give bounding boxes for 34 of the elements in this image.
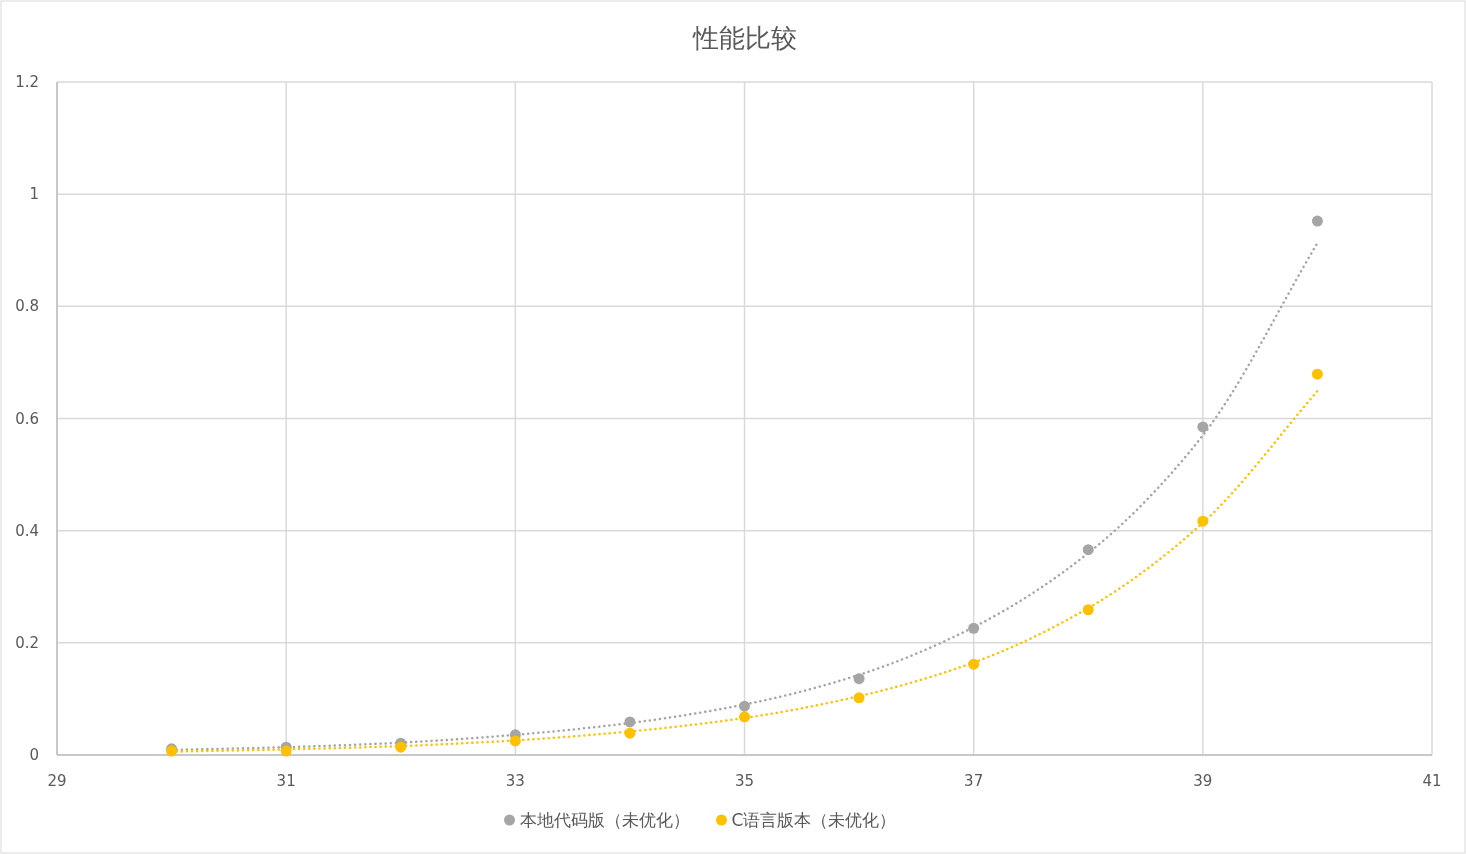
y-tick-label: 1	[29, 185, 39, 204]
point	[624, 716, 636, 728]
point	[624, 727, 636, 739]
point	[968, 658, 980, 670]
point	[853, 673, 865, 685]
x-tick-label: 35	[734, 772, 755, 790]
point	[395, 741, 407, 753]
x-tick-label: 37	[964, 772, 984, 790]
chart-title: 性能比较	[691, 23, 797, 53]
x-tick-label: 39	[1193, 772, 1213, 790]
point	[1311, 215, 1323, 227]
y-tick-label: 0.8	[15, 297, 39, 316]
point	[1197, 421, 1209, 433]
y-tick-label: 1.2	[15, 73, 39, 91]
point	[1082, 604, 1094, 616]
point	[1197, 515, 1209, 527]
point	[1082, 544, 1094, 556]
y-tick-label: 0	[29, 746, 39, 764]
point	[739, 711, 750, 723]
point	[739, 700, 750, 712]
y-tick-label: 0.2	[15, 633, 39, 652]
point	[509, 735, 521, 747]
x-tick-label: 31	[276, 772, 296, 790]
x-tick-label: 29	[47, 772, 67, 790]
point	[1311, 368, 1323, 380]
x-tick-label: 33	[505, 772, 525, 790]
y-tick-label: 0.4	[15, 521, 39, 540]
point	[280, 745, 292, 757]
point	[853, 692, 865, 704]
x-tick-label: 41	[1422, 772, 1442, 790]
legend-label: 本地代码版（未优化）	[519, 810, 690, 830]
y-tick-label: 0.6	[15, 409, 39, 428]
legend-label: C语言版本（未优化）	[731, 810, 897, 830]
point	[968, 622, 980, 634]
